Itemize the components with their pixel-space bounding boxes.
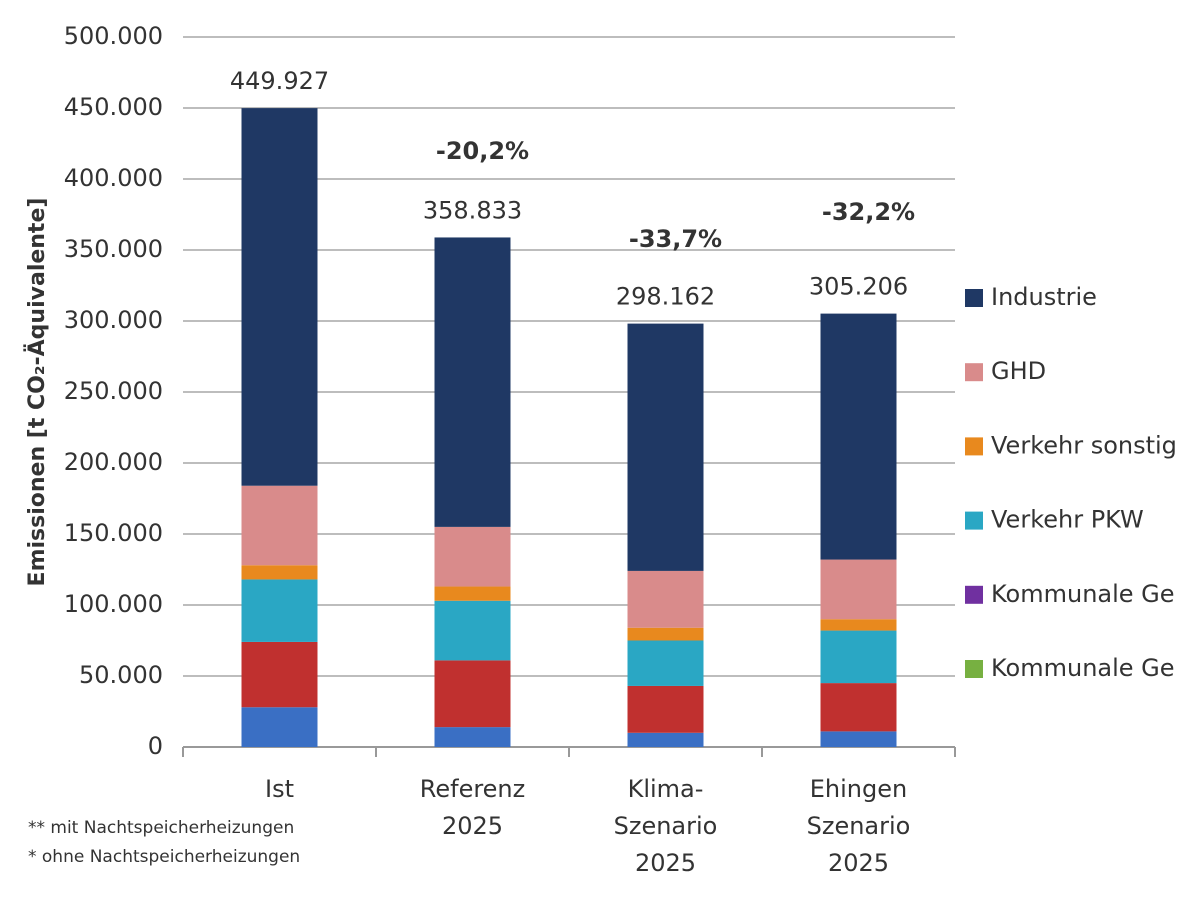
legend-swatch: [965, 660, 983, 678]
bar-segment: [434, 237, 511, 527]
y-tick-label: 500.000: [64, 22, 163, 50]
y-tick-label: 450.000: [64, 93, 163, 121]
bar-segment: [820, 559, 897, 620]
legend-swatch: [965, 363, 983, 382]
x-tick-label: Referenz 2025: [420, 775, 526, 840]
bar-segment: [820, 619, 897, 631]
y-tick-label: 50.000: [79, 661, 163, 689]
bar-segment: [627, 323, 704, 571]
bar-segment: [627, 685, 704, 733]
bar-segment: [434, 727, 511, 747]
legend-swatch: [965, 289, 983, 307]
change-label: -33,7%: [629, 225, 722, 253]
bar-segment: [434, 600, 511, 661]
bar-segment: [627, 732, 704, 747]
y-tick-label: 300.000: [64, 306, 163, 334]
y-tick-label: 100.000: [64, 590, 163, 618]
y-tick-label: 150.000: [64, 519, 163, 547]
bar-segment: [241, 641, 318, 708]
legend-label: Verkehr PKW: [991, 506, 1144, 534]
bar-segment: [820, 683, 897, 732]
bar-segment: [434, 526, 511, 587]
change-label: -32,2%: [822, 198, 915, 226]
bar-segment: [241, 707, 318, 747]
y-tick-label: 400.000: [64, 164, 163, 192]
bar-segment: [241, 108, 318, 486]
bar-segment: [241, 485, 318, 566]
total-label: 298.162: [616, 283, 715, 311]
change-label: -20,2%: [436, 137, 529, 165]
y-tick-label: 0: [148, 732, 163, 760]
bar-segment: [820, 313, 897, 560]
bar-segment: [241, 565, 318, 580]
legend-swatch: [965, 511, 983, 530]
bar-segment: [434, 660, 511, 728]
y-axis-label: Emissionen [t CO₂-Äquivalente]: [24, 198, 50, 587]
bar-segment: [627, 640, 704, 686]
bar-segment: [627, 627, 704, 641]
legend-label: GHD: [991, 357, 1046, 385]
legend-label: Kommunale Ge: [991, 654, 1175, 682]
x-tick-label: Ist: [265, 775, 294, 803]
legend-swatch: [965, 585, 983, 604]
legend-label: Kommunale Ge: [991, 580, 1175, 608]
bar-segment: [627, 570, 704, 628]
legend-label: Verkehr sonstig: [991, 431, 1177, 459]
bar-segment: [241, 579, 318, 642]
x-tick-label: Klima-Szenario 2025: [614, 775, 718, 877]
total-label: 305.206: [809, 273, 908, 301]
legend-label: Industrie: [991, 283, 1097, 311]
y-tick-label: 350.000: [64, 235, 163, 263]
footnote: * ohne Nachtspeicherheizungen: [28, 847, 300, 867]
total-label: 449.927: [230, 67, 329, 95]
bar-segment: [820, 630, 897, 684]
legend-swatch: [965, 437, 983, 456]
bar-segment: [434, 586, 511, 601]
bar-segment: [820, 731, 897, 747]
y-tick-label: 250.000: [64, 377, 163, 405]
x-tick-label: Ehingen Szenario 2025: [807, 775, 911, 877]
total-label: 358.833: [423, 196, 522, 224]
footnote: ** mit Nachtspeicherheizungen: [28, 818, 294, 838]
y-tick-label: 200.000: [64, 448, 163, 476]
